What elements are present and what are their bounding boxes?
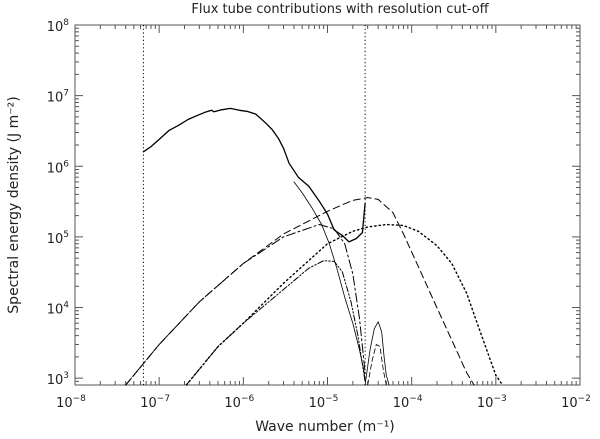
series-line-dashed-thin xyxy=(367,344,387,386)
y-axis-label: Spectral energy density (J m⁻²) xyxy=(6,96,22,313)
series-line-dashdot xyxy=(125,224,366,386)
chart-title: Flux tube contributions with resolution … xyxy=(191,2,489,17)
plot-frame xyxy=(74,24,581,386)
x-tick-label: 10−2 xyxy=(561,394,591,411)
x-tick-label: 10−8 xyxy=(56,394,86,411)
series-layer xyxy=(125,107,504,386)
y-tick-label: 106 xyxy=(47,159,70,176)
cutoff-layer xyxy=(142,25,366,385)
x-axis-label: Wave number (m⁻¹) xyxy=(255,419,395,435)
series-line-dashdotdot xyxy=(185,260,366,386)
x-tick-label: 10−6 xyxy=(224,394,254,411)
series-line-dotted xyxy=(185,223,504,386)
y-tick-label: 103 xyxy=(47,371,69,388)
ticks-layer: 10−8 10−7 10−6 10−5 10−4 10−3 10−2 103 104 105 106… xyxy=(47,18,591,411)
x-tick-label: 10−5 xyxy=(309,394,339,411)
series-line-solid xyxy=(142,107,366,243)
x-tick-label: 10−3 xyxy=(477,394,507,411)
y-tick-label: 104 xyxy=(47,301,70,318)
x-tick-label: 10−7 xyxy=(140,394,170,411)
y-tick-label: 108 xyxy=(47,18,70,35)
series-line-dashed xyxy=(125,197,475,386)
y-tick-label: 107 xyxy=(47,89,69,106)
y-tick-label: 105 xyxy=(47,230,69,247)
x-tick-label: 10−4 xyxy=(393,394,423,411)
series-line-solid-thin xyxy=(364,321,390,386)
